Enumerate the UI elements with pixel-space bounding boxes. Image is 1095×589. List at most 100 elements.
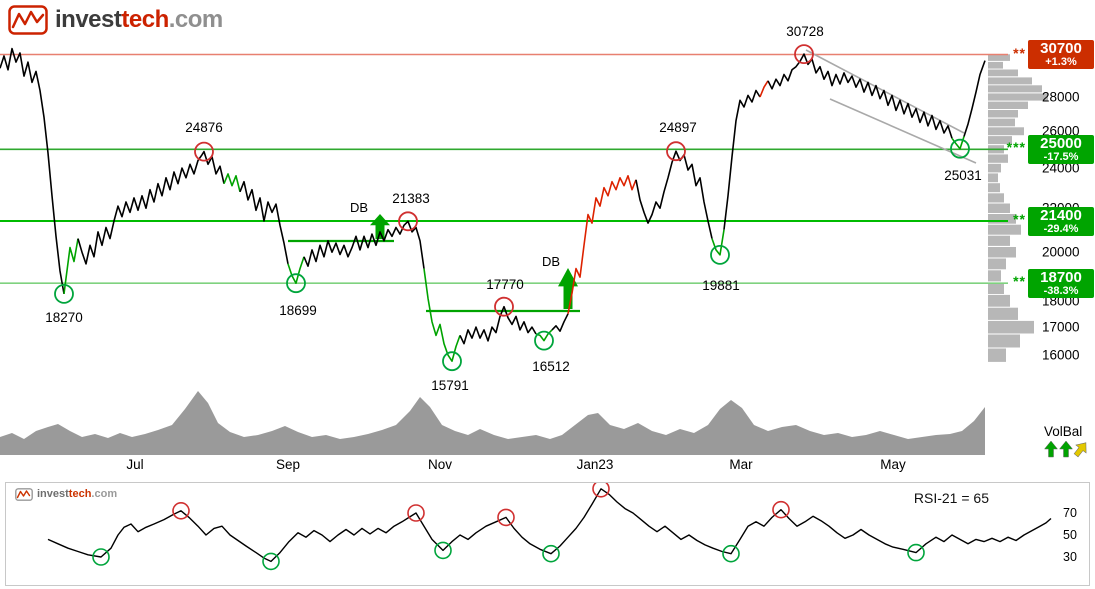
volume-by-price-bar xyxy=(988,77,1032,85)
price-line-segment xyxy=(551,313,569,332)
price-line-segment xyxy=(759,80,769,98)
volume-by-price-bar xyxy=(988,110,1018,118)
rsi-value-label: RSI-21 = 65 xyxy=(913,490,989,506)
logo-com: .com xyxy=(168,6,224,33)
volume-by-price-bar xyxy=(988,247,1016,258)
rsi-top-circle xyxy=(407,504,425,522)
price-point-label: 25031 xyxy=(944,168,982,183)
bottom-marker-circle xyxy=(710,244,730,265)
volume-by-price-bar xyxy=(988,136,1012,145)
price-line-segment xyxy=(287,256,305,284)
volume-by-price-bar xyxy=(988,118,1015,127)
support-level-badge: 21400 -29.4% xyxy=(1028,206,1094,236)
rsi-line xyxy=(47,488,1052,563)
volume-by-price-bar xyxy=(988,307,1018,320)
price-point-label: 24897 xyxy=(659,120,697,135)
price-line-segment xyxy=(77,150,225,265)
double-bottom-label: DB xyxy=(350,200,368,215)
logo-invest: invest xyxy=(55,6,122,33)
price-point-label: 15791 xyxy=(431,378,469,393)
bottom-marker-circle xyxy=(534,330,554,351)
volume-by-price-bar xyxy=(988,85,1042,93)
volume-by-price-bar xyxy=(988,101,1028,109)
volume-by-price-bar xyxy=(988,282,1004,294)
y-axis-label: 17000 xyxy=(1042,320,1080,335)
price-point-label: 19881 xyxy=(702,278,740,293)
top-marker-circle xyxy=(194,141,214,162)
top-marker-circle xyxy=(666,141,686,162)
price-line-segment xyxy=(423,268,461,362)
bottom-marker-circle xyxy=(54,283,74,304)
volume-by-price-bar xyxy=(988,348,1006,362)
bottom-marker-circle xyxy=(442,351,462,372)
volume-by-price-bar xyxy=(988,214,1016,224)
rsi-top-circle xyxy=(772,500,790,519)
rsi-axis-label: 30 xyxy=(1063,550,1077,564)
investtech-mini-logo-icon xyxy=(15,488,33,501)
level-strength-stars: ** xyxy=(1013,273,1026,290)
volume-by-price-bar xyxy=(988,193,1004,203)
volume-by-price-bar xyxy=(988,183,1000,193)
volume-area xyxy=(0,391,985,455)
volume-by-price-bar xyxy=(988,127,1024,136)
investtech-logo-text: investtech.com xyxy=(55,8,223,32)
volume-by-price-bar xyxy=(988,294,1010,307)
level-price: 18700 xyxy=(1040,268,1082,286)
rsi-bottom-circle xyxy=(434,541,452,560)
price-point-label: 18699 xyxy=(279,303,317,318)
rsi-bottom-circle xyxy=(907,543,925,562)
rsi-bottom-circle xyxy=(262,552,280,571)
investtech-logo-icon xyxy=(8,5,48,35)
volume-by-price-bar xyxy=(988,93,1048,101)
investtech-mini-logo: investtech.com xyxy=(15,488,117,501)
x-axis-label: Jan23 xyxy=(577,457,614,472)
bottom-marker-circle xyxy=(950,138,970,159)
y-axis-label: 28000 xyxy=(1042,90,1080,105)
price-point-label: 30728 xyxy=(786,24,824,39)
price-line-segment xyxy=(963,60,986,137)
rsi-chart-svg: 70 50 30 xyxy=(47,483,1077,571)
level-percent: +1.3% xyxy=(1045,56,1077,68)
volume-by-price-bar xyxy=(988,69,1018,77)
volume-by-price-bar xyxy=(988,334,1020,348)
price-line-segment xyxy=(0,47,65,295)
volume-by-price-bar xyxy=(988,224,1021,235)
x-axis-label: Nov xyxy=(428,457,452,472)
bottom-marker-circle xyxy=(286,273,306,294)
x-axis-label: Jul xyxy=(126,457,143,472)
logo-tech: tech xyxy=(121,6,169,33)
price-line-segment xyxy=(239,180,289,265)
price-line-segment xyxy=(459,305,537,345)
price-line-segment xyxy=(63,238,79,295)
volume-by-price-bar xyxy=(988,163,1001,173)
price-point-label: 17770 xyxy=(486,277,524,292)
level-price: 25000 xyxy=(1040,134,1082,152)
rsi-bottom-circle xyxy=(722,544,740,563)
volume-by-price-bar xyxy=(988,54,1010,61)
volume-by-price-bar xyxy=(988,235,1010,246)
level-price: 30700 xyxy=(1040,40,1082,57)
x-axis-label: May xyxy=(880,457,906,472)
price-line-segment xyxy=(567,175,637,314)
resistance-level-badge: 30700 +1.3% xyxy=(1028,40,1094,69)
y-axis-label: 16000 xyxy=(1042,348,1080,363)
price-line-segment xyxy=(767,53,953,139)
x-axis-label: Mar xyxy=(729,457,753,472)
volbal-arrow-icon xyxy=(1073,442,1087,458)
x-axis-label: Sep xyxy=(276,457,300,472)
volume-by-price-bar xyxy=(988,173,998,183)
volbal-label: VolBal xyxy=(1044,424,1083,439)
price-line-segment xyxy=(723,89,761,230)
price-line-segment xyxy=(711,229,725,256)
support-level-badge: 18700 -38.3% xyxy=(1028,268,1094,298)
mini-logo-com: .com xyxy=(91,488,118,500)
support-level-badge: 25000 -17.5% xyxy=(1028,134,1094,164)
volume-by-price-bar xyxy=(988,270,1001,282)
rsi-panel: 70 50 30 investtech.com RSI-21 = 65 xyxy=(5,482,1090,586)
level-percent: -29.4% xyxy=(1043,222,1079,235)
top-marker-circle xyxy=(494,296,514,317)
mini-logo-tech: tech xyxy=(68,488,92,500)
volbal-arrow-icon xyxy=(1058,440,1074,458)
y-axis-label: 24000 xyxy=(1042,161,1080,176)
rsi-top-circle xyxy=(592,483,610,498)
